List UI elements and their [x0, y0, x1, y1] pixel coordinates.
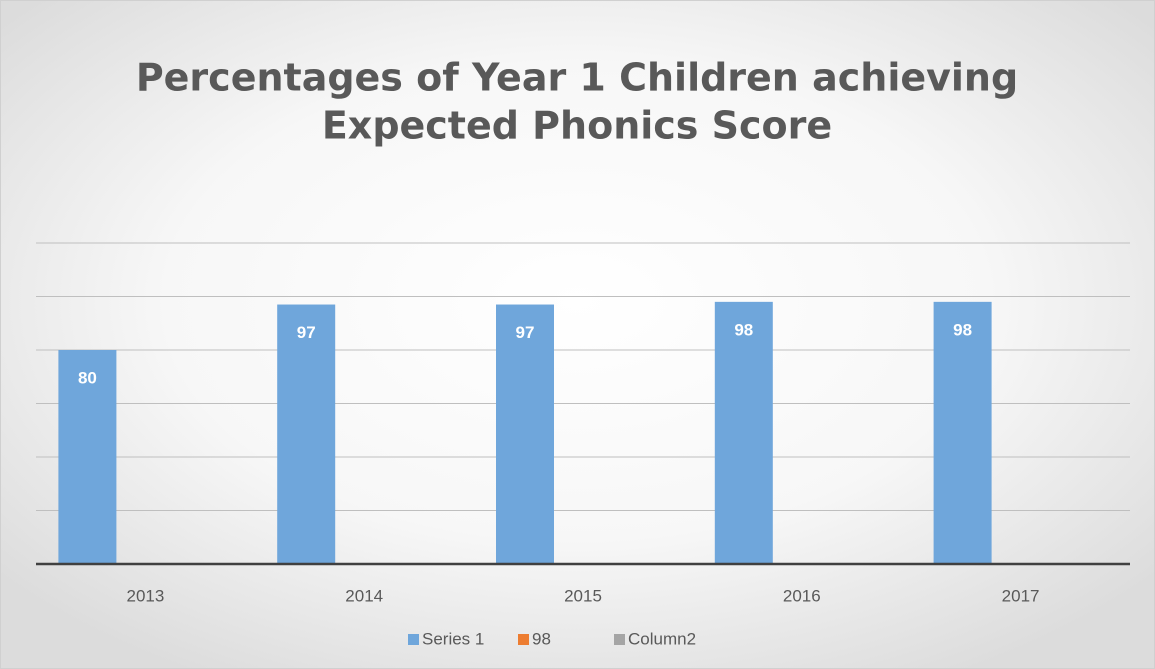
value-label: 97 [516, 323, 535, 342]
value-label: 80 [78, 368, 97, 387]
x-tick-label: 2013 [126, 586, 164, 605]
value-label: 97 [297, 323, 316, 342]
bar [496, 304, 554, 564]
bar [933, 301, 992, 564]
legend-swatch [614, 634, 625, 645]
chart-title: Percentages of Year 1 Children achieving [136, 56, 1018, 100]
value-label: 98 [734, 320, 753, 339]
legend-swatch [518, 634, 529, 645]
bar [58, 350, 117, 564]
chart-title: Expected Phonics Score [322, 104, 832, 148]
x-tick-label: 2014 [345, 586, 383, 605]
bar [714, 301, 773, 564]
bar [277, 304, 336, 564]
legend-label: 98 [532, 629, 551, 648]
x-tick-label: 2016 [783, 586, 821, 605]
legend-swatch [408, 634, 419, 645]
value-label: 98 [953, 320, 972, 339]
x-tick-label: 2017 [1002, 586, 1040, 605]
legend-label: Column2 [628, 629, 696, 648]
legend-label: Series 1 [422, 629, 484, 648]
x-tick-label: 2015 [564, 586, 602, 605]
